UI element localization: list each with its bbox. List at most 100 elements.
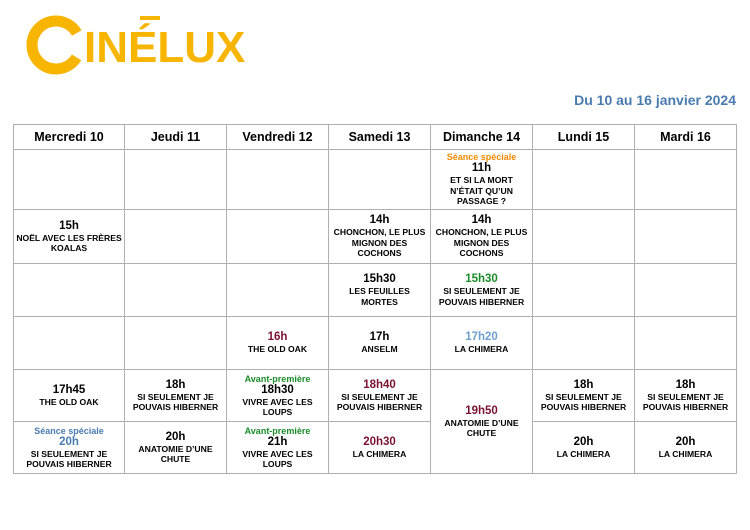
- screening-time: 20h: [165, 430, 186, 443]
- film-title: ANATOMIE D’UNE CHUTE: [444, 417, 519, 439]
- empty-slot: [634, 263, 737, 317]
- empty-slot: [13, 316, 125, 370]
- empty-slot: [532, 263, 635, 317]
- empty-slot: [226, 209, 329, 264]
- film-title: VIVRE AVEC LES LOUPS: [242, 448, 313, 470]
- empty-slot: [124, 149, 227, 210]
- film-title: ANSELM: [361, 344, 398, 355]
- screening-note: Avant-première: [244, 425, 311, 436]
- film-title: LES FEUILLES MORTES: [349, 286, 410, 307]
- day-header: Jeudi 11: [124, 124, 227, 150]
- screening-time: 21h: [267, 435, 288, 448]
- screening-slot: 20h30 LA CHIMERA: [328, 421, 431, 474]
- film-title: SI SEULEMENT JE POUVAIS HIBERNER: [336, 391, 423, 413]
- empty-slot: [532, 316, 635, 370]
- film-title: SI SEULEMENT JE POUVAIS HIBERNER: [132, 391, 219, 413]
- screening-time: 14h: [369, 214, 390, 227]
- screening-time: 19h50: [465, 404, 498, 417]
- empty-slot: [634, 316, 737, 370]
- screening-time: 18h: [675, 378, 696, 391]
- film-title: CHONCHON, LE PLUS MIGNON DES COCHONS: [435, 227, 528, 259]
- film-title: VIVRE AVEC LES LOUPS: [242, 396, 313, 418]
- day-header-row: Mercredi 10 Jeudi 11 Vendredi 12 Samedi …: [13, 124, 737, 150]
- screening-time: 20h30: [363, 435, 396, 448]
- film-title: LA CHIMERA: [352, 448, 407, 459]
- day-header: Samedi 13: [328, 124, 431, 150]
- screening-slot: 17h ANSELM: [328, 316, 431, 370]
- schedule-row: 15h30 LES FEUILLES MORTES 15h30 SI SEULEMEN…: [13, 263, 737, 317]
- screening-slot: 14h CHONCHON, LE PLUS MIGNON DES COCHONS: [328, 209, 431, 264]
- empty-slot: [226, 263, 329, 317]
- screening-time: 20h: [59, 435, 79, 448]
- screening-slot: Avant-première 21h VIVRE AVEC LES LOUPS: [226, 421, 329, 474]
- empty-slot: [634, 209, 737, 264]
- screening-note: Séance spéciale: [34, 425, 104, 436]
- film-title: THE OLD OAK: [247, 344, 308, 355]
- screening-slot: 20h ANATOMIE D’UNE CHUTE: [124, 421, 227, 474]
- empty-slot: [124, 263, 227, 317]
- screening-time: 17h: [369, 331, 390, 344]
- screening-note: Séance spéciale: [446, 152, 517, 163]
- day-header: Dimanche 14: [430, 124, 533, 150]
- screening-time: 14h: [471, 214, 492, 227]
- screening-slot: 15h30 LES FEUILLES MORTES: [328, 263, 431, 317]
- day-header: Mardi 16: [634, 124, 737, 150]
- film-title: LA CHIMERA: [658, 448, 713, 459]
- film-title: SI SEULEMENT JE POUVAIS HIBERNER: [642, 391, 729, 413]
- screening-time: 20h: [573, 435, 594, 448]
- screening-slot: 18h40 SI SEULEMENT JE POUVAIS HIBERNER: [328, 369, 431, 422]
- schedule-period: Du 10 au 16 janvier 2024: [574, 92, 736, 108]
- screening-slot: 17h20 LA CHIMERA: [430, 316, 533, 370]
- screening-slot: 14h CHONCHON, LE PLUS MIGNON DES COCHONS: [430, 209, 533, 264]
- empty-slot: [124, 209, 227, 264]
- film-title: SI SEULEMENT JE POUVAIS HIBERNER: [26, 448, 112, 470]
- screening-time: 18h30: [261, 383, 294, 396]
- schedule-row: 15h NOËL AVEC LES FRÈRES KOALAS 14h CHONCHO…: [13, 209, 737, 264]
- logo-wordmark: INÉLUX: [84, 22, 245, 72]
- screening-slot: 20h LA CHIMERA: [634, 421, 737, 474]
- cinelux-logo: INÉLUX: [26, 15, 245, 75]
- film-title: ANATOMIE D’UNE CHUTE: [138, 443, 213, 465]
- film-title: ET SI LA MORT N’ÉTAIT QU’UN PASSAGE ?: [450, 175, 513, 207]
- screening-time: 15h: [59, 219, 79, 232]
- screening-slot: Séance spéciale 11h ET SI LA MORT N’ÉTAIT …: [430, 149, 533, 210]
- empty-slot: [328, 149, 431, 210]
- schedule-table: Mercredi 10 Jeudi 11 Vendredi 12 Samedi …: [13, 124, 737, 474]
- empty-slot: [13, 149, 125, 210]
- screening-slot: 20h LA CHIMERA: [532, 421, 635, 474]
- screening-time: 15h30: [465, 273, 498, 285]
- day-header: Lundi 15: [532, 124, 635, 150]
- film-title: THE OLD OAK: [39, 396, 99, 407]
- screening-time: 16h: [267, 331, 288, 344]
- empty-slot: [13, 263, 125, 317]
- screening-time: 18h: [165, 378, 186, 391]
- screening-time: 20h: [675, 435, 696, 448]
- screening-slot: 15h NOËL AVEC LES FRÈRES KOALAS: [13, 209, 125, 264]
- film-title: NOËL AVEC LES FRÈRES KOALAS: [16, 232, 122, 254]
- screening-slot: Avant-première 18h30 VIVRE AVEC LES LOUPS: [226, 369, 329, 422]
- schedule-row: Séance spéciale 20h SI SEULEMENT JE POUVAI…: [13, 421, 737, 474]
- screening-slot: 19h50 ANATOMIE D’UNE CHUTE: [430, 369, 533, 474]
- empty-slot: [226, 149, 329, 210]
- screening-slot: 16h THE OLD OAK: [226, 316, 329, 370]
- empty-slot: [634, 149, 737, 210]
- empty-slot: [532, 209, 635, 264]
- screening-slot: 17h45 THE OLD OAK: [13, 369, 125, 422]
- film-title: CHONCHON, LE PLUS MIGNON DES COCHONS: [333, 227, 426, 259]
- screening-note: Avant-première: [244, 373, 311, 384]
- day-header: Mercredi 10: [13, 124, 125, 150]
- empty-slot: [532, 149, 635, 210]
- day-header: Vendredi 12: [226, 124, 329, 150]
- screening-slot: 18h SI SEULEMENT JE POUVAIS HIBERNER: [124, 369, 227, 422]
- screening-slot: Séance spéciale 20h SI SEULEMENT JE POUVAI…: [13, 421, 125, 474]
- screening-slot: 15h30 SI SEULEMENT JE POUVAIS HIBERNER: [430, 263, 533, 317]
- screening-slot: 18h SI SEULEMENT JE POUVAIS HIBERNER: [634, 369, 737, 422]
- schedule-row: Séance spéciale 11h ET SI LA MORT N’ÉTAIT …: [13, 149, 737, 210]
- screening-time: 18h: [573, 378, 594, 391]
- screening-time: 18h40: [363, 378, 396, 391]
- screening-time: 17h45: [52, 383, 86, 396]
- screening-time: 11h: [471, 162, 492, 175]
- film-title: SI SEULEMENT JE POUVAIS HIBERNER: [438, 286, 525, 307]
- film-title: LA CHIMERA: [556, 448, 611, 459]
- screening-time: 17h20: [465, 331, 498, 344]
